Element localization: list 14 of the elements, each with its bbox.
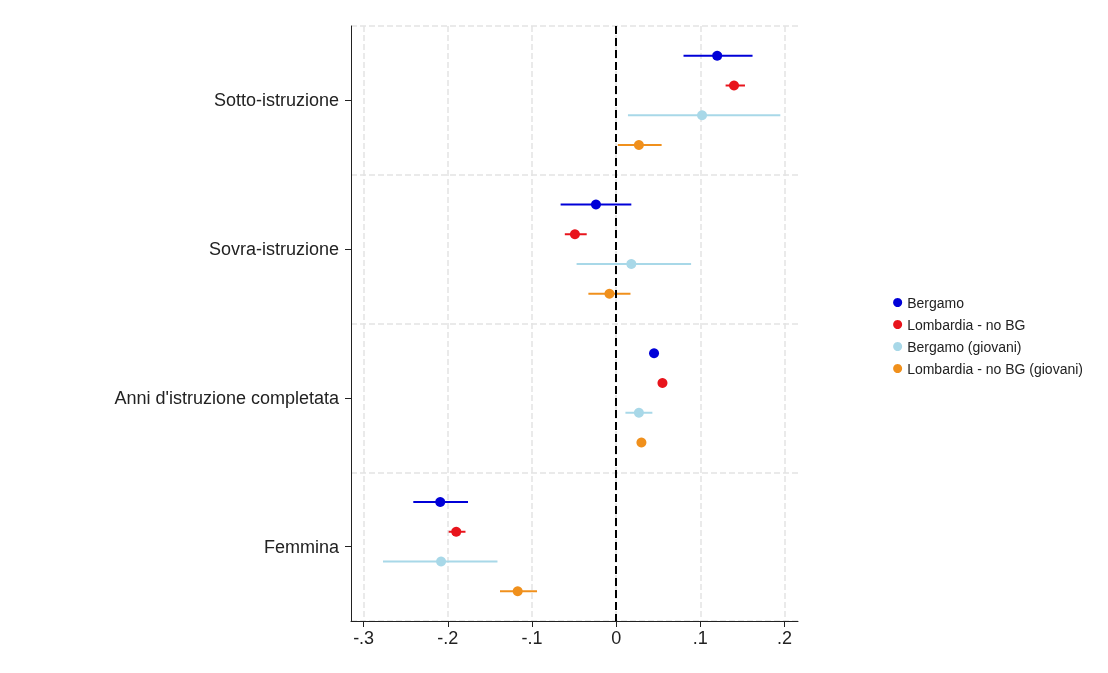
x-tick-label: -.2	[437, 628, 459, 648]
legend-label: Lombardia - no BG (giovani)	[907, 360, 1084, 377]
y-tick-label: Sovra-istruzione	[208, 239, 339, 260]
y-tick-label: Sotto-istruzione	[213, 90, 339, 111]
x-tick-label: .1	[692, 628, 708, 648]
y-tick-label: Femmina	[263, 536, 340, 557]
x-tick-label: -.3	[353, 628, 375, 648]
legend-label: Bergamo	[907, 294, 965, 311]
x-tick-label: -.1	[521, 628, 543, 648]
legend-label: Bergamo (giovani)	[907, 338, 1022, 355]
y-tick-label: Anni d'istruzione completata	[114, 387, 340, 408]
x-tick-label: .2	[777, 628, 793, 648]
x-tick-label: 0	[611, 628, 622, 648]
legend-label: Lombardia - no BG	[907, 316, 1026, 333]
